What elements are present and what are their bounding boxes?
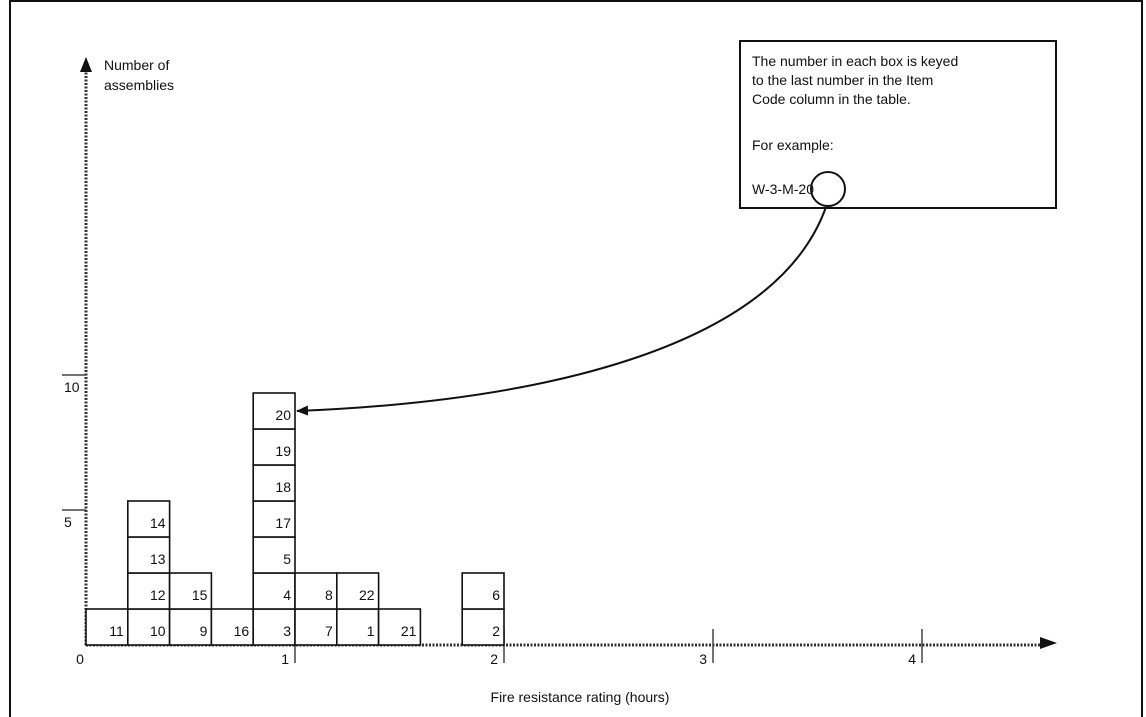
annotation-line-1: The number in each box is keyed — [752, 53, 958, 69]
x-tick-label-2: 2 — [490, 651, 498, 667]
figure-border — [9, 0, 1143, 717]
item-box-label: 6 — [492, 587, 500, 603]
item-box-7: 7 — [294, 608, 338, 646]
item-box-rect — [210, 608, 254, 646]
x-tick-label-0: 0 — [76, 651, 84, 667]
y-axis-label: Number of assemblies — [104, 57, 174, 93]
item-box-rect — [335, 572, 380, 610]
item-box-rect — [252, 536, 296, 574]
item-box-label: 19 — [275, 443, 291, 459]
item-box-label: 7 — [325, 623, 333, 639]
annotation-box — [739, 40, 1057, 209]
item-box-10: 10 — [127, 608, 171, 646]
item-box-18: 18 — [252, 464, 296, 502]
item-box-rect — [377, 608, 422, 646]
item-box-label: 21 — [401, 623, 417, 639]
item-box-label: 10 — [150, 623, 166, 639]
annotation-example-number: 20 — [798, 181, 814, 197]
item-box-label: 11 — [109, 623, 124, 639]
item-box-rect — [252, 608, 296, 646]
item-box-rect — [294, 608, 338, 646]
item-box-label: 9 — [200, 623, 208, 639]
x-axis-label: Fire resistance rating (hours) — [491, 689, 670, 705]
x-tick-label-3: 3 — [699, 651, 707, 667]
item-box-rect — [294, 572, 338, 610]
y-tick-label-0: 5 — [64, 514, 72, 530]
x-axis-arrow-icon — [1040, 637, 1057, 649]
annotation-example-code: W-3-M-20 — [752, 181, 814, 197]
y-axis-arrow-icon — [80, 57, 92, 72]
item-box-label: 4 — [283, 587, 291, 603]
item-box-label: 22 — [359, 587, 375, 603]
item-box-21: 21 — [377, 608, 422, 646]
item-box-19: 19 — [252, 428, 296, 466]
item-box-5: 5 — [252, 536, 296, 574]
item-box-group: 11 10 12 13 14 9 15 16 3 4 5 17 18 19 20 7 8 1 22 21 2 6 — [85, 392, 505, 646]
item-box-rect — [252, 428, 296, 466]
item-box-label: 18 — [275, 479, 291, 495]
item-box-label: 13 — [150, 551, 166, 567]
annotation-example-prefix: W-3-M- — [752, 181, 799, 197]
item-box-17: 17 — [252, 500, 296, 538]
item-box-label: 14 — [150, 515, 166, 531]
annotation-line-3: Code column in the table. — [752, 91, 911, 107]
item-box-label: 17 — [275, 515, 291, 531]
item-box-14: 14 — [127, 500, 171, 538]
item-box-label: 5 — [283, 551, 291, 567]
item-box-label: 12 — [150, 587, 166, 603]
item-box-rect — [335, 608, 380, 646]
item-box-label: 8 — [325, 587, 333, 603]
x-tick-label-4: 4 — [908, 651, 916, 667]
item-box-label: 1 — [367, 623, 375, 639]
item-box-label: 2 — [492, 623, 500, 639]
leader-arrow — [296, 206, 827, 416]
x-tick-label-1: 1 — [281, 651, 289, 667]
item-box-20: 20 — [252, 392, 296, 430]
item-box-label: 20 — [275, 407, 291, 423]
item-box-22: 22 — [335, 572, 380, 610]
item-box-label: 3 — [283, 623, 291, 639]
item-box-4: 4 — [252, 572, 296, 610]
annotation-line-5: For example: — [752, 137, 834, 153]
item-box-rect — [85, 608, 129, 646]
item-box-6: 6 — [461, 572, 505, 610]
y-tick-label-1: 10 — [64, 379, 80, 395]
item-box-label: 16 — [234, 623, 250, 639]
highlight-circle — [810, 171, 846, 207]
item-box-rect — [461, 608, 505, 646]
item-box-rect — [461, 572, 505, 610]
item-box-2: 2 — [461, 608, 505, 646]
item-box-12: 12 — [127, 572, 171, 610]
item-box-rect — [252, 392, 296, 430]
item-box-13: 13 — [127, 536, 171, 574]
item-box-1: 1 — [335, 608, 380, 646]
item-box-rect — [127, 536, 171, 574]
y-tick-group: 5 10 — [62, 374, 86, 530]
item-box-3: 3 — [252, 608, 296, 646]
item-box-rect — [168, 572, 213, 610]
item-box-label: 15 — [192, 587, 208, 603]
item-box-11: 11 — [85, 608, 129, 646]
annotation-line-2: to the last number in the Item — [752, 72, 933, 88]
item-box-15: 15 — [168, 572, 213, 610]
item-box-rect — [127, 500, 171, 538]
item-box-9: 9 — [168, 608, 213, 646]
item-box-8: 8 — [294, 572, 338, 610]
item-box-16: 16 — [210, 608, 254, 646]
